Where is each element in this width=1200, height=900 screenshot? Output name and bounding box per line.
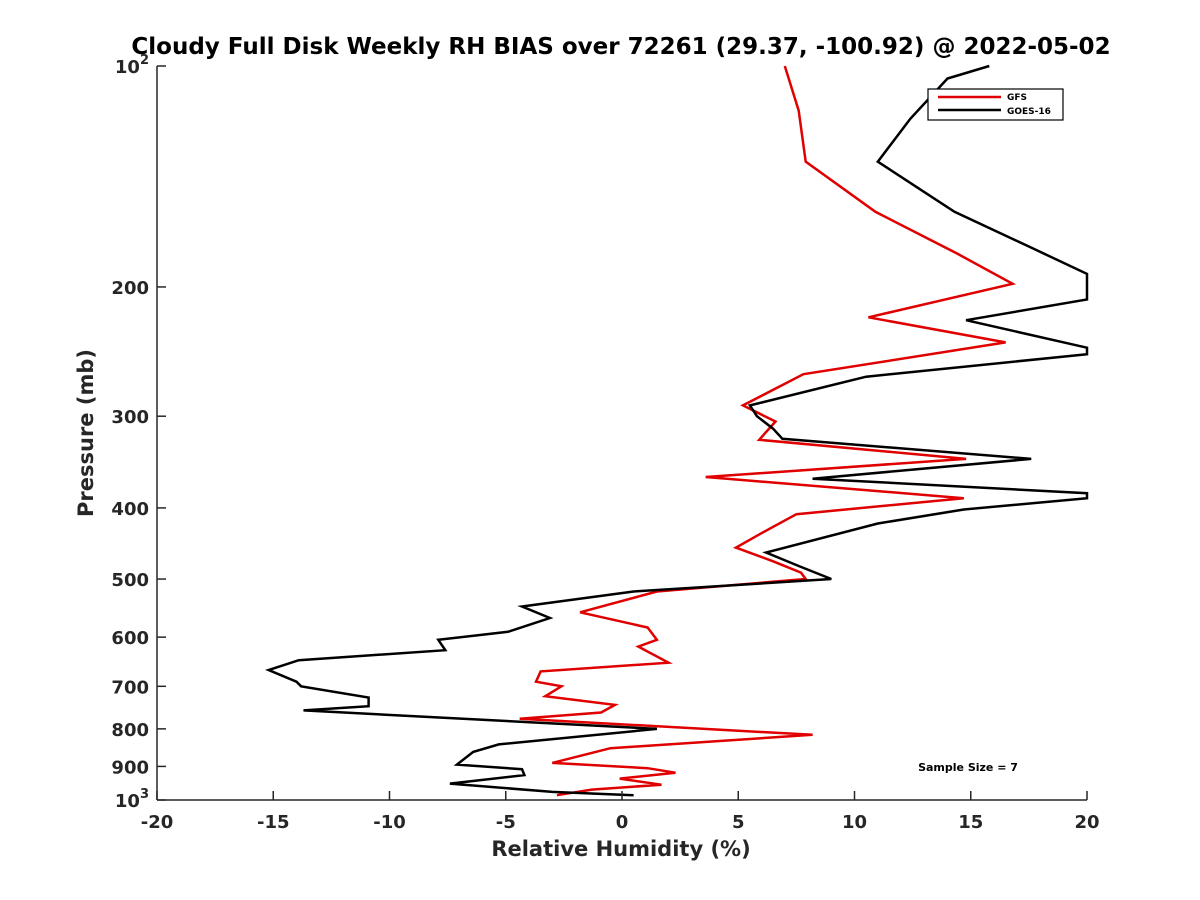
y-tick-label: 700 (111, 677, 149, 698)
y-tick-label: 103 (115, 787, 149, 812)
series-line-gfs (519, 65, 1017, 797)
x-tick-label: -20 (141, 812, 174, 833)
series-line-goes16 (265, 64, 1089, 797)
legend-box (927, 88, 1064, 121)
y-axis-label: Pressure (mb) (74, 349, 98, 517)
sample-size-annotation: Sample Size = 7 (918, 761, 1018, 774)
x-tick-label: 0 (616, 812, 629, 833)
legend-label-gfs: GFS (1007, 93, 1027, 103)
x-tick-label: -15 (257, 812, 290, 833)
y-tick-label: 600 (111, 628, 149, 649)
x-tick-label: 20 (1074, 812, 1099, 833)
x-axis-label: Relative Humidity (%) (491, 837, 750, 861)
y-tick-label: 102 (115, 53, 149, 78)
y-tick-label: 500 (111, 570, 149, 591)
y-tick-label: 400 (111, 499, 149, 520)
legend-label-goes16: GOES-16 (1007, 107, 1051, 117)
y-tick-label: 900 (111, 757, 149, 778)
x-tick-label: -5 (496, 812, 516, 833)
x-tick-label: 10 (842, 812, 867, 833)
x-ticks: -20 -15 -10 -5 0 5 10 15 20 (141, 791, 1100, 833)
legend: GFS GOES-16 (927, 88, 1064, 121)
y-tick-label: 200 (111, 278, 149, 299)
x-tick-label: 15 (958, 812, 983, 833)
x-tick-label: 5 (732, 812, 745, 833)
y-tick-label: 300 (111, 407, 149, 428)
y-tick-label: 800 (111, 720, 149, 741)
x-tick-label: -10 (373, 812, 406, 833)
data-lines (265, 64, 1089, 797)
chart-title: Cloudy Full Disk Weekly RH BIAS over 722… (131, 34, 1110, 60)
y-ticks: 102 200 300 400 500 600 700 800 900 103 (111, 53, 166, 812)
